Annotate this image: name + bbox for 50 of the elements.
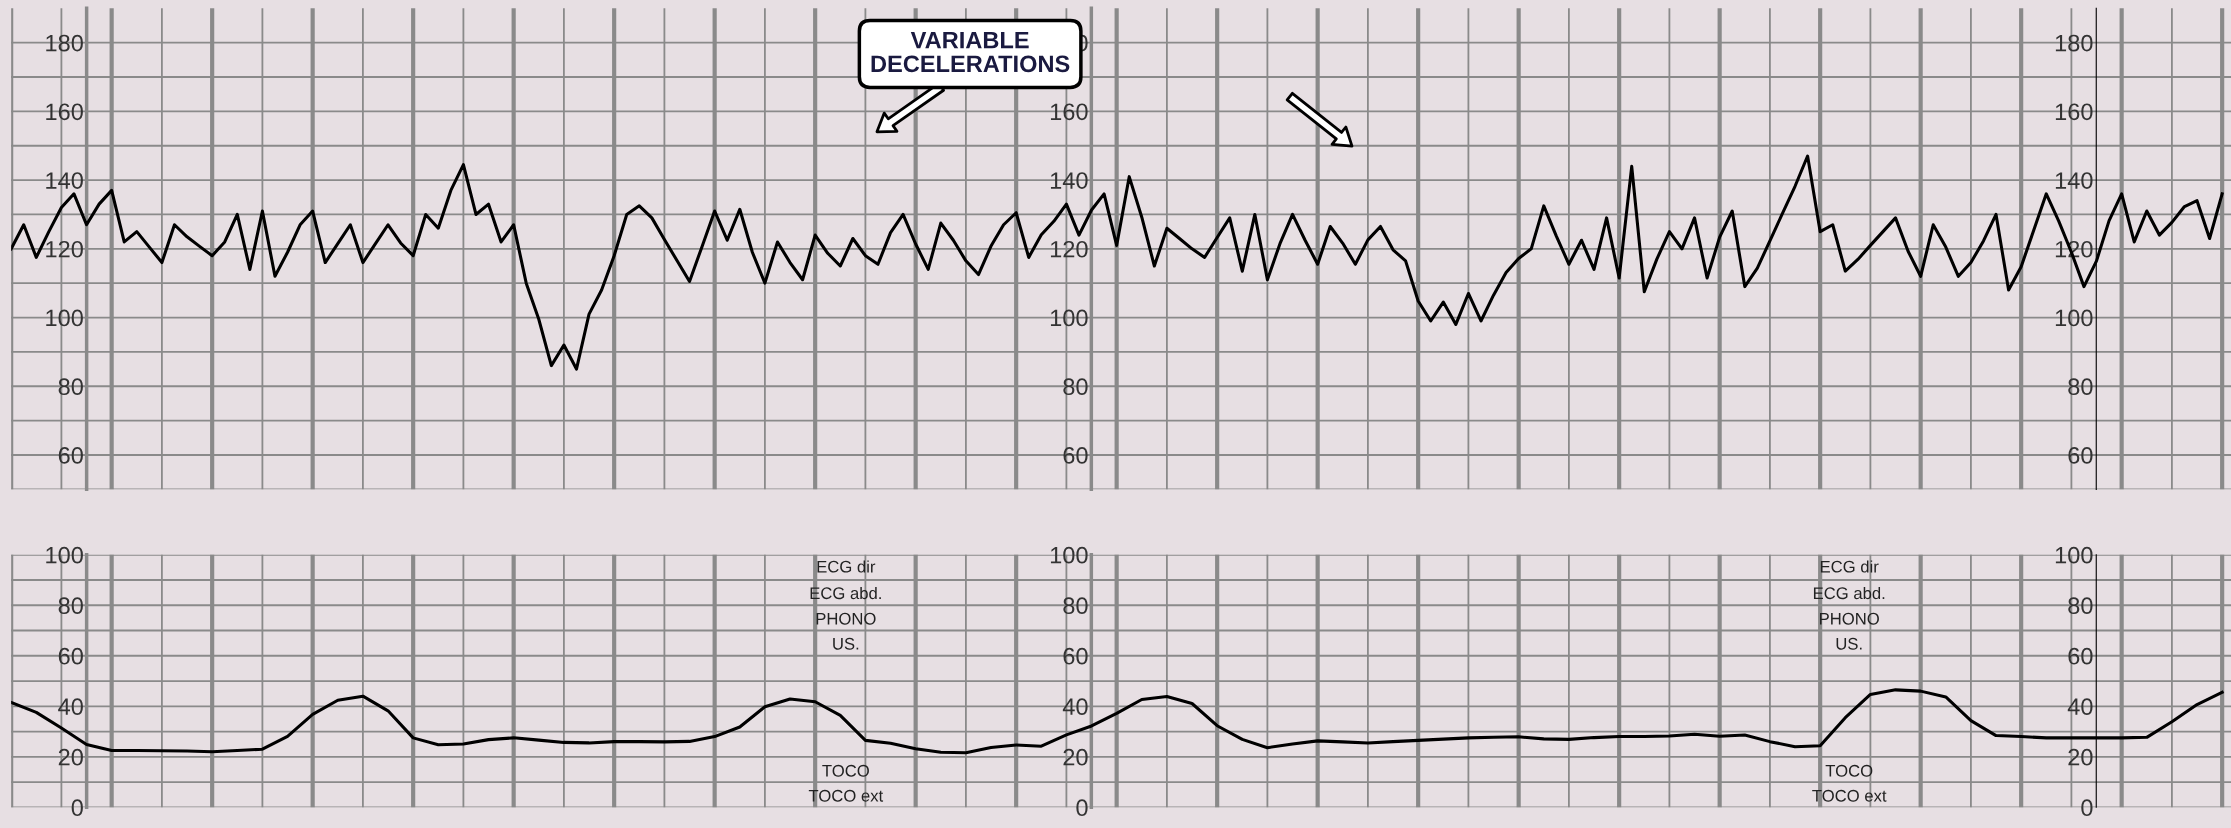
y-tick-label: 80 (58, 378, 83, 396)
annotation: ECG abd. (810, 586, 881, 600)
y2-tick-label: 20 (1063, 748, 1088, 766)
y-tick-label: 60 (58, 447, 83, 464)
annotation: TOCO ext (1812, 789, 1887, 802)
y2-tick-label: 80 (1063, 378, 1088, 396)
y-tick-label: 40 (58, 698, 83, 716)
y2-tick-label: 60 (1063, 647, 1088, 665)
annotation: PHONO (1820, 612, 1879, 625)
y-tick-label: 0 (71, 799, 83, 817)
annotation: TOCO (822, 764, 869, 777)
y-tick-label: 60 (58, 647, 83, 665)
y3-tick-label: 100 (2055, 546, 2093, 564)
y2-tick-label: 80 (1063, 597, 1088, 615)
y-tick-label: 20 (58, 748, 83, 766)
annotation: VARIABLE DECELERATIONS (871, 31, 1070, 73)
annotation: ECG abd. (1813, 586, 1885, 600)
y3-tick-label: 80 (2068, 378, 2093, 396)
y2-tick-label: 60 (1063, 447, 1088, 464)
annotation: ECG dir (1820, 560, 1879, 573)
y3-tick-label: 100 (2055, 309, 2093, 327)
y3-tick-label: 80 (2068, 597, 2093, 615)
y2-tick-label: 100 (1050, 309, 1088, 327)
y3-tick-label: 20 (2068, 748, 2093, 766)
annotation: TOCO (1825, 764, 1873, 777)
y3-tick-label: 180 (2055, 34, 2093, 52)
y3-tick-label: 40 (2067, 698, 2093, 716)
annotation: US. (1836, 637, 1862, 650)
y-tick-label: 140 (46, 172, 83, 189)
y2-tick-label: 160 (1050, 103, 1088, 121)
y-tick-label: 160 (46, 103, 83, 121)
y3-tick-label: 160 (2055, 103, 2093, 121)
y2-tick-label: 40 (1062, 698, 1088, 716)
y-tick-label: 120 (46, 240, 83, 258)
y3-tick-label: 0 (2081, 799, 2093, 817)
y3-tick-label: 60 (2068, 647, 2093, 665)
y-tick-label: 100 (46, 309, 83, 327)
y-tick-label: 180 (46, 34, 83, 52)
y3-tick-label: 140 (2055, 172, 2093, 189)
y3-tick-label: 60 (2068, 447, 2093, 464)
annotation: PHONO (816, 612, 876, 625)
y2-tick-label: 140 (1050, 172, 1088, 189)
y2-tick-label: 120 (1050, 240, 1088, 258)
annotation: US. (833, 637, 859, 650)
y2-tick-label: 100 (1050, 546, 1088, 564)
y-tick-label: 100 (46, 546, 83, 564)
annotation: TOCO ext (808, 789, 884, 802)
y2-tick-label: 0 (1076, 799, 1088, 817)
y-tick-label: 80 (58, 597, 83, 615)
annotation: ECG dir (817, 560, 876, 573)
